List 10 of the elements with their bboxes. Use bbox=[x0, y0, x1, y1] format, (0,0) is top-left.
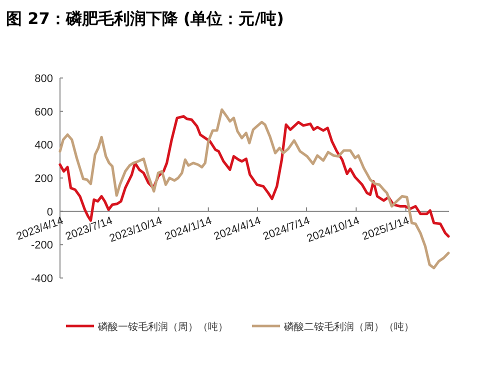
chart-title: 图 27：磷肥毛利润下降 (单位：元/吨) bbox=[6, 9, 284, 28]
y-tick-label: 400 bbox=[34, 140, 53, 152]
y-tick-label: -400 bbox=[30, 273, 53, 285]
y-tick-label: 600 bbox=[34, 106, 53, 118]
y-tick-label: 200 bbox=[34, 173, 53, 185]
legend-label: 磷酸二铵毛利润（周）（吨） bbox=[283, 321, 414, 333]
y-tick-label: 0 bbox=[46, 206, 53, 218]
legend-label: 磷酸一铵毛利润（周）（吨） bbox=[97, 321, 228, 333]
y-tick-label: -200 bbox=[30, 240, 53, 252]
y-tick-label: 800 bbox=[34, 73, 53, 85]
